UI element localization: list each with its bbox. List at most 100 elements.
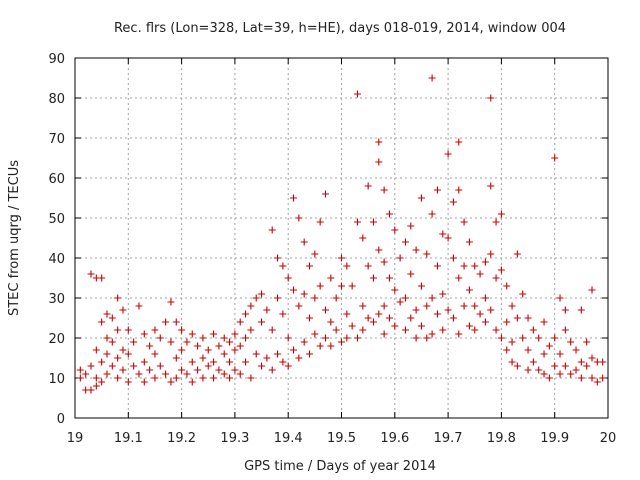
y-tick-label: 0 bbox=[57, 412, 65, 427]
data-point bbox=[263, 354, 271, 362]
data-point bbox=[242, 358, 250, 366]
data-point bbox=[167, 298, 175, 306]
data-point bbox=[194, 342, 202, 350]
data-point bbox=[204, 346, 212, 354]
data-point bbox=[322, 190, 330, 198]
data-point bbox=[348, 282, 356, 290]
data-point bbox=[252, 350, 260, 358]
data-point bbox=[385, 314, 393, 322]
data-point bbox=[449, 254, 457, 262]
data-point bbox=[423, 250, 431, 258]
data-point bbox=[492, 326, 500, 334]
data-point bbox=[487, 250, 495, 258]
data-point bbox=[87, 270, 95, 278]
data-point bbox=[151, 374, 159, 382]
y-tick-label: 50 bbox=[48, 212, 65, 227]
data-point bbox=[588, 354, 596, 362]
data-point bbox=[359, 302, 367, 310]
data-point bbox=[551, 154, 559, 162]
data-point bbox=[300, 290, 308, 298]
data-point bbox=[284, 334, 292, 342]
data-point bbox=[306, 350, 314, 358]
data-point bbox=[343, 310, 351, 318]
data-point bbox=[487, 182, 495, 190]
data-point bbox=[487, 306, 495, 314]
data-point bbox=[503, 318, 511, 326]
data-point bbox=[396, 298, 404, 306]
data-point bbox=[247, 374, 255, 382]
data-point bbox=[391, 226, 399, 234]
y-tick-label: 70 bbox=[48, 132, 65, 147]
data-point bbox=[481, 258, 489, 266]
data-point bbox=[338, 282, 345, 290]
data-point bbox=[449, 314, 457, 322]
data-point bbox=[423, 302, 431, 310]
data-point bbox=[545, 342, 553, 350]
data-point bbox=[274, 254, 282, 262]
data-point bbox=[460, 302, 468, 310]
data-point bbox=[519, 290, 527, 298]
data-point bbox=[114, 374, 122, 382]
x-axis-label: GPS time / Days of year 2014 bbox=[244, 459, 436, 474]
data-point bbox=[476, 310, 484, 318]
data-point bbox=[417, 282, 425, 290]
data-point bbox=[210, 374, 218, 382]
data-point bbox=[540, 318, 548, 326]
data-point bbox=[380, 330, 388, 338]
data-point bbox=[300, 338, 308, 346]
data-point bbox=[92, 374, 100, 382]
data-point bbox=[460, 262, 468, 270]
data-point bbox=[316, 282, 324, 290]
data-point bbox=[284, 274, 292, 282]
data-point bbox=[156, 334, 164, 342]
data-point bbox=[178, 366, 186, 374]
data-point bbox=[87, 386, 95, 394]
data-point bbox=[311, 330, 319, 338]
data-point bbox=[572, 366, 580, 374]
data-point bbox=[220, 334, 228, 342]
data-point bbox=[167, 378, 175, 386]
tick-layer: 19 19.1 19.2 19.3 19.4 19.5 19.6 19.7 19.8 19.9 20… bbox=[48, 52, 616, 446]
data-point bbox=[236, 342, 244, 350]
data-point bbox=[236, 318, 244, 326]
data-point bbox=[108, 338, 116, 346]
data-point bbox=[444, 306, 452, 314]
data-point bbox=[455, 330, 463, 338]
data-point bbox=[481, 318, 489, 326]
data-point bbox=[535, 366, 543, 374]
data-point bbox=[295, 354, 303, 362]
data-point bbox=[567, 370, 575, 378]
data-point bbox=[92, 346, 100, 354]
y-tick-label: 30 bbox=[48, 292, 65, 307]
data-point bbox=[497, 334, 505, 342]
y-axis-label: STEC from uqrg / TECUs bbox=[7, 160, 22, 316]
grid-layer bbox=[75, 58, 608, 418]
data-point bbox=[295, 214, 303, 222]
x-tick-label: 19.1 bbox=[114, 431, 143, 446]
data-point bbox=[274, 350, 282, 358]
data-point bbox=[465, 322, 473, 330]
data-point bbox=[247, 302, 255, 310]
data-point bbox=[471, 262, 479, 270]
y-tick-label: 40 bbox=[48, 252, 65, 267]
data-point bbox=[242, 334, 250, 342]
data-points bbox=[76, 74, 607, 394]
x-tick-label: 20 bbox=[600, 431, 617, 446]
data-point bbox=[353, 334, 361, 342]
data-point bbox=[364, 314, 372, 322]
data-point bbox=[178, 346, 186, 354]
y-tick-label: 90 bbox=[48, 52, 65, 67]
data-point bbox=[172, 318, 180, 326]
data-point bbox=[588, 374, 596, 382]
data-point bbox=[471, 302, 479, 310]
data-point bbox=[204, 362, 212, 370]
data-point bbox=[82, 370, 90, 378]
data-point bbox=[242, 310, 250, 318]
y-tick-label: 60 bbox=[48, 172, 65, 187]
data-point bbox=[146, 366, 154, 374]
data-point bbox=[98, 274, 106, 282]
data-point bbox=[556, 370, 564, 378]
data-point bbox=[119, 306, 127, 314]
data-point bbox=[391, 322, 399, 330]
